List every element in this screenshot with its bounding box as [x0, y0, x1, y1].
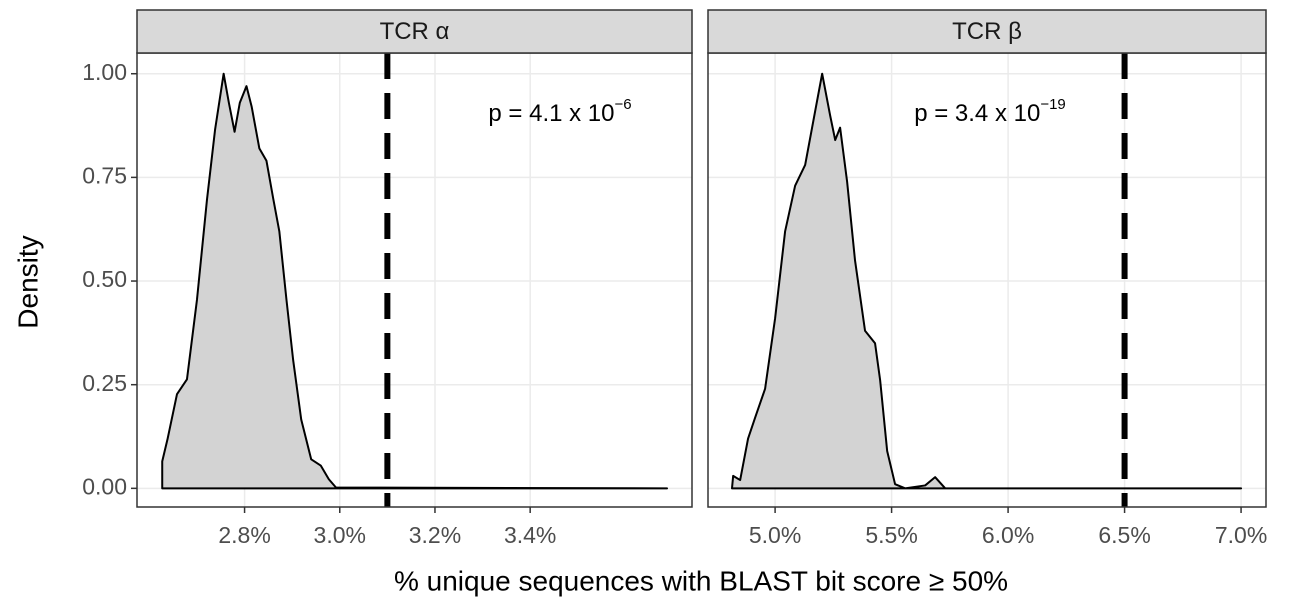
x-tick-label: 6.0%: [982, 522, 1034, 548]
annotation-text: p = 3.4 x 10: [914, 100, 1040, 127]
annotation: p = 3.4 x 10−19: [914, 96, 1066, 127]
y-tick-label: 0.75: [82, 162, 127, 188]
strip-label: TCR α: [380, 18, 450, 45]
y-tick-label: 0.25: [82, 370, 127, 396]
x-tick-label: 5.5%: [865, 522, 917, 548]
strip: [136, 9, 693, 54]
annotation-superscript: −19: [1040, 96, 1065, 113]
y-tick-label: 1.00: [82, 59, 127, 85]
strip-label: TCR β: [952, 18, 1022, 45]
annotation-superscript: −6: [614, 96, 631, 113]
x-tick-label: 3.4%: [504, 522, 556, 548]
x-tick-label: 3.0%: [314, 522, 366, 548]
x-tick-label: 7.0%: [1215, 522, 1267, 548]
annotation-text: p = 4.1 x 10: [488, 100, 614, 127]
y-tick-label: 0.50: [82, 266, 127, 292]
density-area: [161, 72, 669, 490]
x-axis-title: % unique sequences with BLAST bit score …: [394, 565, 1008, 596]
x-tick-label: 5.0%: [749, 522, 801, 548]
x-tick-label: 6.5%: [1098, 522, 1150, 548]
x-tick-label: 3.2%: [409, 522, 461, 548]
density-area: [730, 72, 1243, 490]
annotation: p = 4.1 x 10−6: [488, 96, 631, 127]
y-axis-title: Density: [12, 235, 43, 328]
strip: [707, 9, 1267, 54]
x-tick-label: 2.8%: [218, 522, 270, 548]
y-tick-label: 0.00: [82, 473, 127, 499]
